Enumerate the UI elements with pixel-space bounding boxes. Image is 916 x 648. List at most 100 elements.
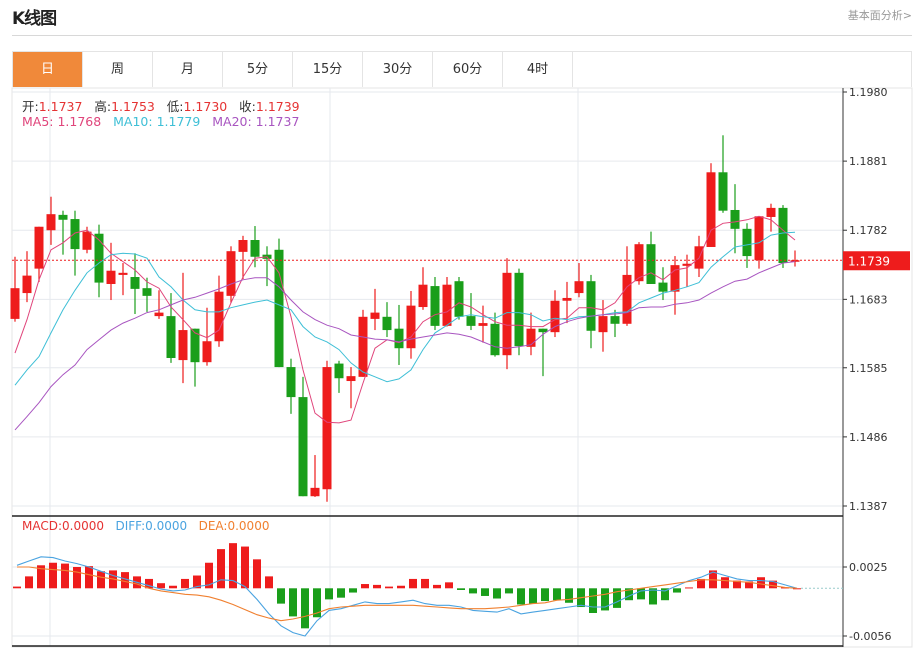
- candle-up: [370, 312, 380, 319]
- candle-up: [706, 172, 716, 247]
- macd-legend-diff: DIFF:0.0000: [115, 519, 188, 533]
- macd-bar: [601, 588, 609, 611]
- macd-bar: [637, 588, 645, 600]
- candle-up: [214, 291, 224, 342]
- candle-down: [250, 240, 260, 257]
- y-tick-label: 1.1782: [849, 224, 888, 237]
- macd-bar: [193, 575, 201, 589]
- ma20-line: [14, 261, 796, 431]
- period-tabs: 日 周 月 5分 15分 30分 60分 4时: [12, 51, 912, 87]
- macd-bar: [265, 576, 273, 589]
- macd-bar: [49, 562, 57, 589]
- ma5-legend: MA5: 1.1768: [22, 114, 102, 129]
- macd-bar: [757, 577, 765, 589]
- macd-y-tick-label: -0.0056: [849, 630, 891, 643]
- macd-bar: [589, 588, 597, 613]
- macd-bar: [565, 588, 573, 603]
- candle-down: [778, 207, 788, 264]
- tab-15min[interactable]: 15分: [293, 52, 363, 87]
- candle-down: [166, 316, 176, 358]
- macd-bar: [217, 549, 225, 589]
- candle-down: [514, 272, 524, 347]
- candle-up: [670, 265, 680, 292]
- candle-down: [454, 281, 464, 317]
- macd-bar: [181, 578, 189, 589]
- tab-5min[interactable]: 5分: [223, 52, 293, 87]
- diff-line: [16, 556, 798, 637]
- macd-bar: [325, 588, 333, 600]
- macd-bar: [457, 588, 465, 590]
- macd-bar: [157, 583, 165, 589]
- tab-60min[interactable]: 60分: [433, 52, 503, 87]
- candle-down: [490, 323, 500, 356]
- candle-up: [322, 367, 332, 490]
- candle-down: [610, 316, 620, 324]
- macd-bar: [289, 588, 297, 617]
- candle-up: [178, 330, 188, 361]
- candle-up: [10, 288, 20, 319]
- tab-day[interactable]: 日: [13, 52, 83, 87]
- ohlc-legend: 开:1.1737 高:1.1753 低:1.1730 收:1.1739: [22, 96, 300, 115]
- macd-bar: [769, 580, 777, 589]
- macd-bar: [277, 588, 285, 604]
- candle-up: [82, 231, 92, 250]
- macd-bar: [241, 546, 249, 589]
- macd-bar: [697, 578, 705, 589]
- candle-up: [550, 300, 560, 333]
- macd-bar: [337, 588, 345, 598]
- ma-legend: MA5: 1.1768 MA10: 1.1779 MA20: 1.1737: [22, 114, 299, 129]
- candle-up: [358, 316, 368, 377]
- macd-y-tick-label: 0.0025: [849, 561, 888, 574]
- candle-up: [442, 284, 452, 326]
- candle-up: [346, 376, 356, 382]
- macd-legend: MACD:0.0000 DIFF:0.0000 DEA:0.0000: [22, 519, 269, 533]
- high-label: 高:: [94, 99, 112, 114]
- tab-4hour[interactable]: 4时: [503, 52, 573, 87]
- fundamental-analysis-link[interactable]: 基本面分析>: [847, 9, 912, 22]
- high-value: 1.1753: [111, 99, 155, 114]
- candle-up: [310, 487, 320, 497]
- macd-bar: [61, 563, 69, 589]
- tab-30min[interactable]: 30分: [363, 52, 433, 87]
- macd-bar: [661, 588, 669, 601]
- candle-up: [46, 214, 56, 231]
- macd-bar: [673, 588, 681, 593]
- macd-bar: [169, 585, 177, 589]
- macd-bar: [13, 586, 21, 589]
- macd-bar: [541, 588, 549, 602]
- candle-up: [682, 263, 692, 266]
- tab-week[interactable]: 周: [83, 52, 153, 87]
- macd-bar: [481, 588, 489, 596]
- macd-bar: [409, 578, 417, 589]
- macd-bar: [445, 582, 453, 589]
- macd-bar: [745, 581, 753, 589]
- macd-bar: [73, 567, 81, 589]
- candle-down: [646, 244, 656, 284]
- tab-month[interactable]: 月: [153, 52, 223, 87]
- candle-down: [730, 209, 740, 229]
- candle-up: [226, 251, 236, 296]
- last-price-badge: [843, 251, 910, 271]
- ma5-line: [14, 215, 796, 424]
- candle-up: [754, 216, 764, 261]
- page-title: K线图: [12, 9, 57, 29]
- candle-up: [418, 284, 428, 308]
- macd-bar: [529, 588, 537, 604]
- candle-up: [118, 272, 128, 275]
- close-value: 1.1739: [255, 99, 300, 114]
- candle-down: [70, 219, 80, 250]
- candle-down: [586, 281, 596, 331]
- macd-bar: [97, 571, 105, 589]
- macd-legend-macd: MACD:0.0000: [22, 519, 105, 533]
- candle-up: [634, 244, 644, 282]
- candle-up: [790, 260, 800, 262]
- candle-up: [478, 323, 488, 326]
- candle-up: [22, 275, 32, 294]
- candle-up: [202, 341, 212, 363]
- macd-bar: [625, 588, 633, 601]
- candle-up: [34, 226, 44, 269]
- ma20-legend: MA20: 1.1737: [212, 114, 300, 129]
- candle-down: [142, 288, 152, 296]
- candle-up: [622, 274, 632, 324]
